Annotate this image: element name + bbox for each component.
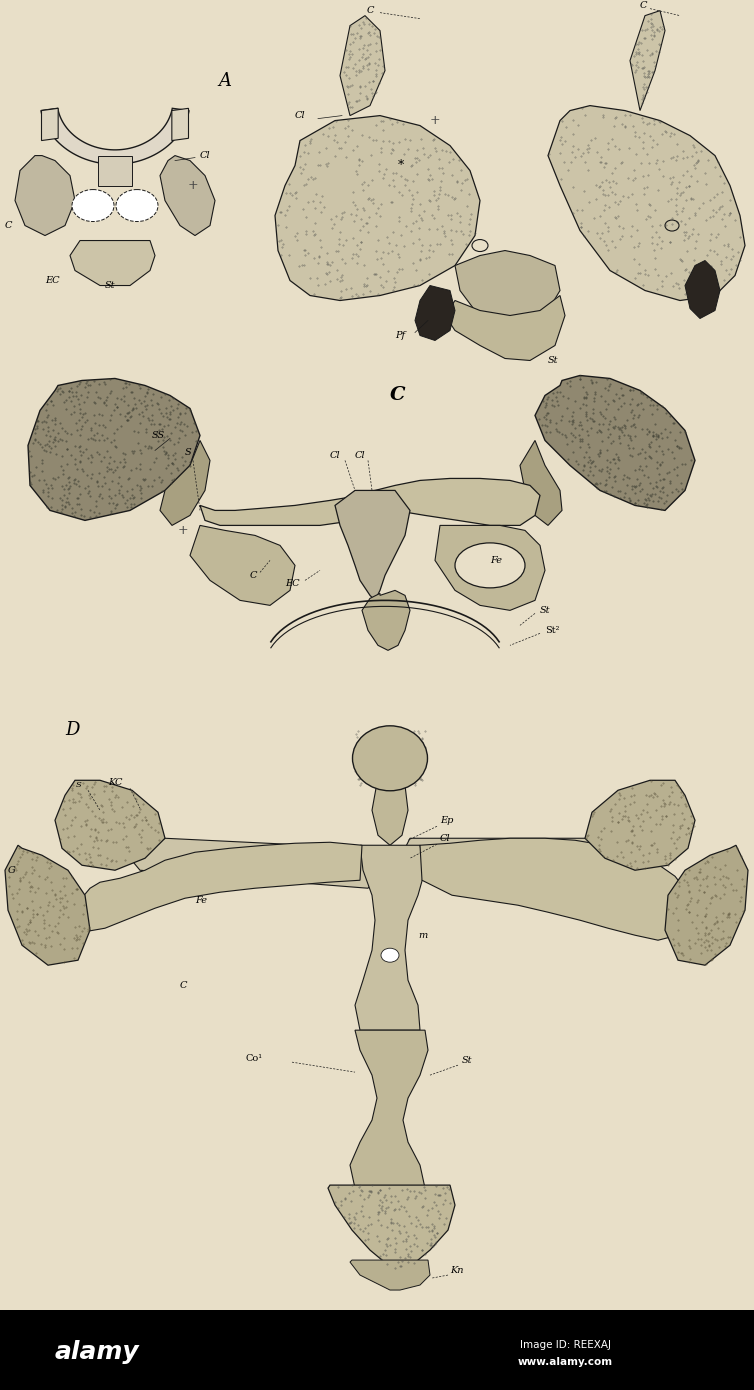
Text: www.alamy.com: www.alamy.com bbox=[517, 1357, 612, 1366]
Ellipse shape bbox=[116, 189, 158, 221]
Ellipse shape bbox=[72, 189, 114, 221]
Text: Ep: Ep bbox=[440, 816, 453, 824]
Text: S: S bbox=[76, 781, 81, 790]
Text: KC: KC bbox=[108, 778, 122, 787]
Text: +: + bbox=[188, 179, 198, 192]
Text: *: * bbox=[398, 158, 404, 172]
Text: St: St bbox=[540, 606, 550, 614]
Text: EC: EC bbox=[285, 578, 299, 588]
Polygon shape bbox=[520, 441, 562, 525]
Ellipse shape bbox=[455, 543, 525, 588]
Text: St: St bbox=[462, 1055, 473, 1065]
Text: Co¹: Co¹ bbox=[245, 1054, 262, 1063]
Polygon shape bbox=[160, 441, 210, 525]
Polygon shape bbox=[160, 156, 215, 235]
Text: St: St bbox=[105, 281, 115, 291]
Text: +: + bbox=[430, 114, 440, 126]
Polygon shape bbox=[55, 780, 165, 870]
Text: D: D bbox=[65, 721, 79, 739]
Text: C: C bbox=[367, 6, 375, 15]
Polygon shape bbox=[200, 491, 375, 525]
Text: Cl: Cl bbox=[330, 450, 341, 460]
Text: C: C bbox=[640, 1, 648, 10]
Text: C: C bbox=[5, 221, 13, 229]
Polygon shape bbox=[685, 260, 720, 318]
Text: alamy: alamy bbox=[55, 1340, 139, 1364]
Polygon shape bbox=[98, 156, 132, 185]
Text: m: m bbox=[418, 931, 428, 940]
Polygon shape bbox=[28, 378, 200, 520]
Polygon shape bbox=[435, 525, 545, 610]
Polygon shape bbox=[328, 1186, 455, 1270]
Polygon shape bbox=[630, 11, 665, 111]
Polygon shape bbox=[41, 108, 189, 164]
Polygon shape bbox=[130, 838, 375, 888]
Polygon shape bbox=[70, 240, 155, 285]
Text: Image ID: REEXAJ: Image ID: REEXAJ bbox=[520, 1340, 611, 1350]
Polygon shape bbox=[340, 15, 385, 115]
Text: C: C bbox=[390, 386, 406, 404]
Text: Pf: Pf bbox=[395, 331, 405, 341]
Polygon shape bbox=[445, 296, 565, 360]
Text: St²: St² bbox=[545, 626, 559, 635]
Polygon shape bbox=[190, 525, 295, 606]
Text: A: A bbox=[218, 72, 231, 89]
Polygon shape bbox=[355, 845, 425, 1030]
Ellipse shape bbox=[353, 726, 428, 791]
Text: +: + bbox=[178, 524, 188, 537]
Text: Cl: Cl bbox=[295, 111, 305, 120]
Text: S: S bbox=[185, 448, 192, 457]
Text: Cl: Cl bbox=[355, 450, 366, 460]
Polygon shape bbox=[41, 108, 58, 140]
Text: Cl: Cl bbox=[200, 152, 210, 160]
Polygon shape bbox=[548, 106, 745, 300]
Text: Fe: Fe bbox=[490, 556, 502, 564]
Ellipse shape bbox=[381, 948, 399, 962]
Polygon shape bbox=[402, 838, 625, 878]
Polygon shape bbox=[275, 115, 480, 300]
Polygon shape bbox=[535, 375, 695, 510]
Polygon shape bbox=[335, 491, 410, 600]
Polygon shape bbox=[5, 845, 90, 965]
Text: C: C bbox=[180, 981, 188, 990]
Polygon shape bbox=[68, 842, 362, 933]
Polygon shape bbox=[665, 845, 748, 965]
Polygon shape bbox=[420, 838, 695, 940]
Polygon shape bbox=[455, 250, 560, 325]
Text: St: St bbox=[548, 356, 559, 366]
Text: Fe: Fe bbox=[195, 895, 207, 905]
Polygon shape bbox=[362, 591, 410, 651]
Bar bbox=[0, 1309, 754, 1390]
Polygon shape bbox=[172, 108, 188, 140]
Text: EC: EC bbox=[45, 277, 60, 285]
Polygon shape bbox=[350, 1030, 428, 1188]
Text: Kn: Kn bbox=[450, 1265, 464, 1275]
Text: G: G bbox=[8, 866, 16, 874]
Polygon shape bbox=[372, 785, 408, 845]
Polygon shape bbox=[415, 285, 455, 341]
Polygon shape bbox=[585, 780, 695, 870]
Text: SS: SS bbox=[152, 431, 165, 441]
Polygon shape bbox=[370, 478, 540, 525]
Polygon shape bbox=[350, 1261, 430, 1290]
Text: C: C bbox=[250, 571, 258, 580]
Polygon shape bbox=[15, 156, 75, 235]
Text: Cl: Cl bbox=[440, 834, 451, 842]
